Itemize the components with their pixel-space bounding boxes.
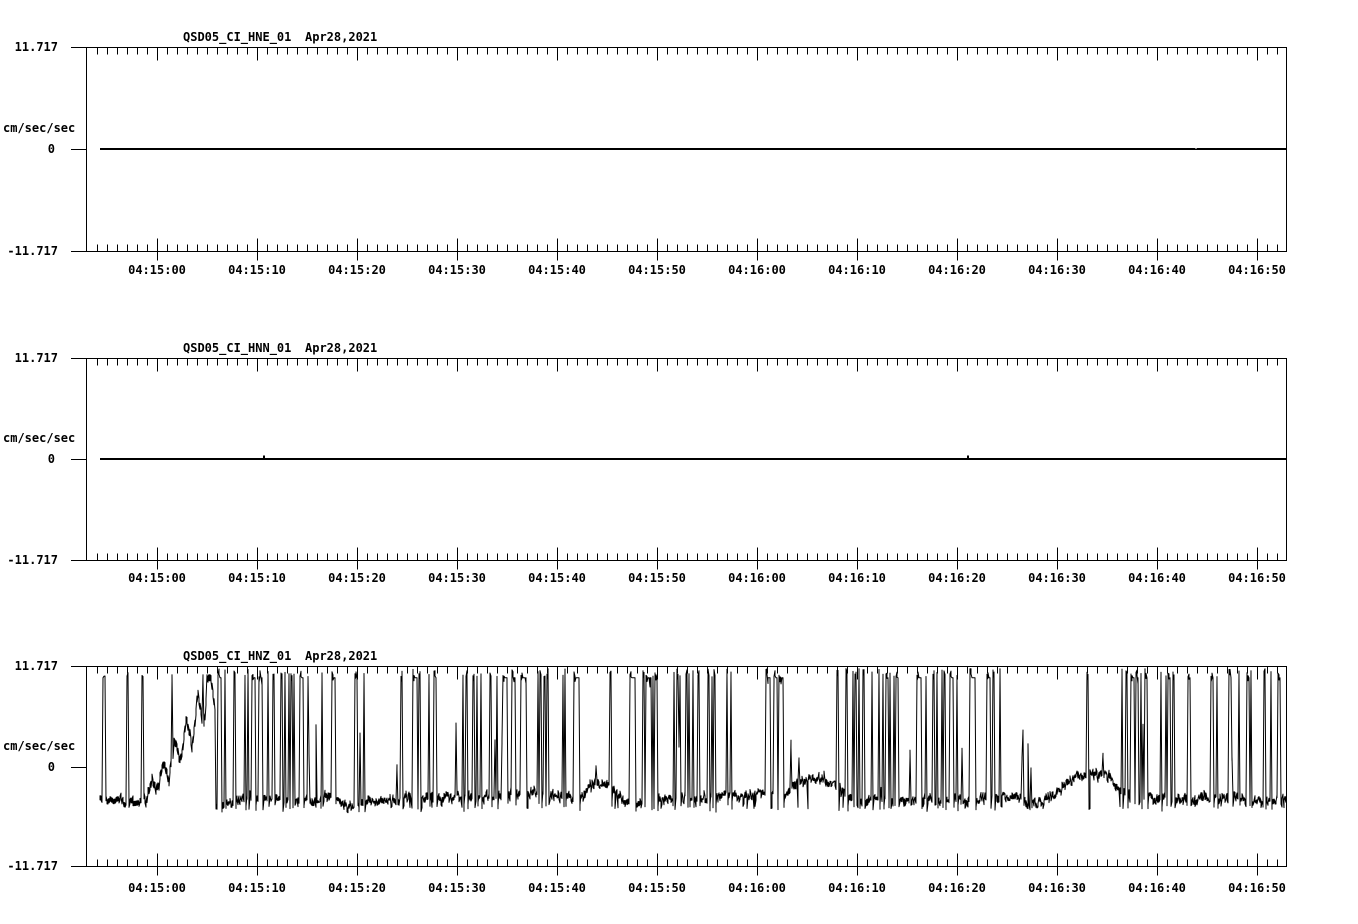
trace-blip bbox=[967, 455, 969, 458]
x-tick-label: 04:15:30 bbox=[428, 263, 486, 277]
x-tick-label: 04:16:30 bbox=[1028, 263, 1086, 277]
y-axis-min-label: -11.717 bbox=[7, 244, 58, 258]
x-tick-label: 04:15:30 bbox=[428, 571, 486, 585]
y-axis-min-label: -11.717 bbox=[7, 553, 58, 567]
y-axis-unit-label: cm/sec/sec bbox=[3, 431, 76, 445]
x-tick-label: 04:15:50 bbox=[628, 263, 686, 277]
x-tick-label: 04:16:00 bbox=[728, 881, 786, 895]
y-axis-zero-label: 0 bbox=[47, 760, 55, 774]
x-tick-label: 04:16:50 bbox=[1228, 263, 1286, 277]
x-tick-label: 04:15:00 bbox=[128, 571, 186, 585]
trace-blip bbox=[263, 455, 265, 458]
x-tick-label: 04:15:30 bbox=[428, 881, 486, 895]
y-axis-zero-label: 0 bbox=[47, 452, 55, 466]
x-tick-label: 04:15:10 bbox=[228, 263, 286, 277]
x-tick-label: 04:16:20 bbox=[928, 571, 986, 585]
chart-title-station: QSD05_CI_HNN_01 bbox=[183, 341, 292, 355]
x-tick-label: 04:15:40 bbox=[528, 881, 586, 895]
x-tick-label: 04:15:50 bbox=[628, 881, 686, 895]
x-tick-label: 04:16:00 bbox=[728, 571, 786, 585]
trace-HNN bbox=[100, 455, 1286, 460]
x-tick-label: 04:15:10 bbox=[228, 571, 286, 585]
x-tick-label: 04:15:20 bbox=[328, 263, 386, 277]
chart-title-date: Apr28,2021 bbox=[305, 649, 378, 663]
x-tick-label: 04:16:40 bbox=[1128, 881, 1186, 895]
plot-frame-HNZ bbox=[71, 666, 1287, 876]
axis-ticks bbox=[71, 666, 1278, 876]
x-tick-label: 04:16:50 bbox=[1228, 571, 1286, 585]
x-tick-label: 04:16:40 bbox=[1128, 263, 1186, 277]
x-tick-label: 04:15:40 bbox=[528, 571, 586, 585]
x-tick-label: 04:16:20 bbox=[928, 881, 986, 895]
x-tick-label: 04:15:50 bbox=[628, 571, 686, 585]
x-tick-label: 04:16:10 bbox=[828, 263, 886, 277]
y-axis-zero-label: 0 bbox=[47, 142, 55, 156]
y-axis-min-label: -11.717 bbox=[7, 859, 58, 873]
axis-ticks bbox=[71, 358, 1278, 570]
y-axis-unit-label: cm/sec/sec bbox=[3, 739, 76, 753]
trace-notch bbox=[1195, 147, 1197, 149]
plot-frame-HNE bbox=[71, 47, 1287, 261]
x-tick-label: 04:15:20 bbox=[328, 881, 386, 895]
trace-HNE bbox=[100, 147, 1286, 150]
x-tick-label: 04:16:10 bbox=[828, 571, 886, 585]
chart-title-station: QSD05_CI_HNZ_01 bbox=[183, 649, 292, 663]
chart-title-date: Apr28,2021 bbox=[305, 341, 378, 355]
axis-ticks bbox=[71, 47, 1278, 261]
chart-title-station: QSD05_CI_HNE_01 bbox=[183, 30, 292, 44]
x-tick-label: 04:15:00 bbox=[128, 881, 186, 895]
x-tick-label: 04:15:40 bbox=[528, 263, 586, 277]
x-tick-label: 04:16:50 bbox=[1228, 881, 1286, 895]
chart-title-date: Apr28,2021 bbox=[305, 30, 378, 44]
x-tick-label: 04:16:30 bbox=[1028, 571, 1086, 585]
x-tick-label: 04:16:10 bbox=[828, 881, 886, 895]
x-tick-label: 04:16:20 bbox=[928, 263, 986, 277]
y-axis-max-label: 11.717 bbox=[14, 659, 58, 673]
x-tick-label: 04:16:00 bbox=[728, 263, 786, 277]
x-tick-label: 04:16:40 bbox=[1128, 571, 1186, 585]
y-axis-max-label: 11.717 bbox=[14, 351, 58, 365]
trace-HNZ bbox=[99, 668, 1287, 814]
y-axis-unit-label: cm/sec/sec bbox=[3, 121, 76, 135]
x-tick-label: 04:15:20 bbox=[328, 571, 386, 585]
x-tick-label: 04:15:00 bbox=[128, 263, 186, 277]
x-tick-label: 04:15:10 bbox=[228, 881, 286, 895]
plot-frame-HNN bbox=[71, 358, 1287, 570]
y-axis-max-label: 11.717 bbox=[14, 40, 58, 54]
x-tick-label: 04:16:30 bbox=[1028, 881, 1086, 895]
